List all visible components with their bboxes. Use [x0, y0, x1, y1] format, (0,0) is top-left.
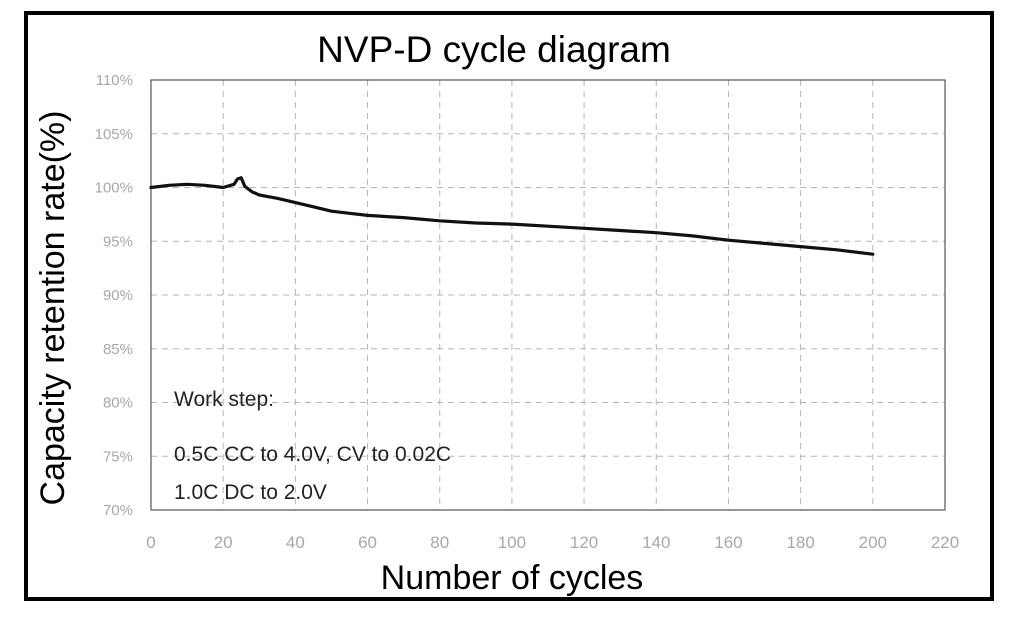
x-axis-label: Number of cycles: [381, 559, 644, 597]
y-tick-label: 70%: [103, 502, 133, 519]
x-tick-label: 80: [430, 533, 449, 552]
x-tick-label: 140: [642, 533, 670, 552]
y-tick-label: 80%: [103, 395, 133, 412]
x-tick-label: 180: [786, 533, 814, 552]
y-axis-ticks: 70% 75% 80% 85% 90% 95% 100% 105% 110%: [95, 72, 133, 519]
y-tick-label: 110%: [96, 72, 133, 89]
x-tick-label: 220: [931, 533, 959, 552]
x-axis-ticks: 0 20 40 60 80 100 120 140 160 180 200 220: [146, 533, 959, 552]
x-tick-label: 40: [286, 533, 305, 552]
chart-title: NVP-D cycle diagram: [317, 29, 671, 70]
y-tick-label: 85%: [103, 341, 133, 358]
y-tick-label: 100%: [95, 180, 133, 197]
x-tick-label: 100: [498, 533, 526, 552]
x-tick-label: 60: [358, 533, 377, 552]
series-line-0: [149, 176, 875, 256]
annotation-discharge-step: 1.0C DC to 2.0V: [174, 481, 327, 504]
y-axis-label: Capacity retention rate(%): [34, 111, 72, 506]
x-tick-label: 120: [570, 533, 598, 552]
grid: [151, 80, 945, 510]
y-tick-label: 75%: [103, 448, 133, 465]
chart-frame: [24, 11, 994, 601]
annotation-charge-step: 0.5C CC to 4.0V, CV to 0.02C: [174, 443, 451, 466]
series-group: [149, 176, 875, 256]
x-tick-label: 160: [714, 533, 742, 552]
x-tick-label: 20: [214, 533, 233, 552]
bottom-strip: [0, 601, 1024, 617]
annotation-work-step: Work step:: [174, 388, 274, 411]
y-tick-label: 90%: [103, 287, 133, 304]
plot-area-border: [150, 79, 946, 511]
y-tick-label: 95%: [103, 233, 133, 250]
y-tick-label: 105%: [95, 126, 133, 143]
x-tick-label: 200: [859, 533, 887, 552]
x-tick-label: 0: [146, 533, 155, 552]
